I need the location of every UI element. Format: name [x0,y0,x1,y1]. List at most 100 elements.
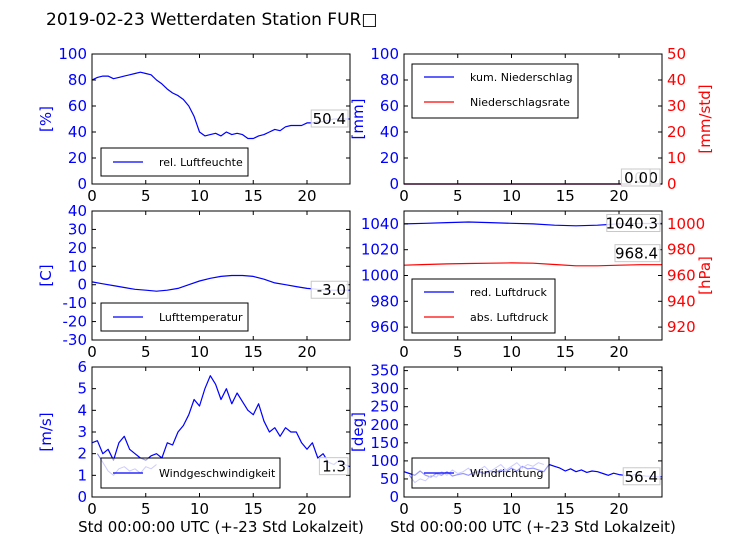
windspeed-xtick-label: 0 [87,500,97,518]
pressure-ytick-label: 1040 [361,215,399,233]
winddirection-ytick-label: 350 [370,362,399,380]
humidity-xtick-label: 10 [190,187,209,205]
winddirection-ytick-label: 100 [370,452,399,470]
temperature-ytick-label: -10 [63,294,88,312]
precipitation-xtick-label: 20 [609,187,628,205]
winddirection-last-value-box [622,467,661,486]
humidity-series-0-line [91,71,350,140]
precipitation-y2-axis-label: [mm/std] [696,84,714,153]
temperature-ytick-label: 10 [68,257,87,275]
winddirection-ytick-label: 50 [380,470,399,488]
humidity-ytick-label: 60 [68,97,87,115]
temperature-ytick-label: -30 [63,331,88,349]
temperature-xtick-label: 20 [297,343,316,361]
page-title: 2019-02-23 Wetterdaten Station FUR□ [46,10,378,30]
precipitation-frame [403,53,663,185]
winddirection-frame [403,366,663,498]
humidity-last-value-box [310,109,349,128]
pressure-y2-axis-label: [hPa] [696,256,714,295]
windspeed-xtick-label: 5 [141,500,151,518]
humidity-ytick-label: 0 [77,175,87,193]
temperature-ytick-label: -20 [63,313,88,331]
temperature-ytick-label: 20 [68,239,87,257]
humidity-ytick-label: 80 [68,71,87,89]
humidity-ytick-label: 20 [68,149,87,167]
precipitation-y2tick-label: 10 [667,149,686,167]
pressure-last-value-2-box [614,244,661,263]
precipitation-last-value-2-box [620,168,651,187]
pressure-xtick-label: 5 [453,343,463,361]
winddirection-ytick-label: 150 [370,434,399,452]
windspeed-ytick-label: 0 [77,488,87,506]
humidity-ytick-label: 40 [68,123,87,141]
precipitation-y2tick-label: 0 [667,175,677,193]
humidity-xtick-label: 0 [87,187,97,205]
windspeed-y-axis-label: [m/s] [37,412,55,451]
precipitation-last-value-2: 0.0 [624,169,648,187]
windspeed-last-value-box [318,457,349,476]
humidity-ytick-label: 100 [58,45,87,63]
precipitation-xtick-label: 10 [502,187,521,205]
winddirection-ytick-label: 300 [370,380,399,398]
pressure-y2tick-label: 1000 [667,215,705,233]
precipitation-ytick-label: 60 [380,97,399,115]
temperature-last-value: -3.0 [317,281,346,299]
winddirection-y-axis-label: [deg] [349,412,367,452]
pressure-y2tick-label: 940 [667,292,696,310]
humidity-y-axis-label: [%] [37,106,55,132]
winddirection-x-axis-label: Std 00:00:00 UTC (+-23 Std Lokalzeit) [390,518,676,536]
windspeed-xtick-label: 20 [297,500,316,518]
humidity-last-value: 50.4 [313,110,346,128]
pressure-legend-label: red. Luftdruck [470,286,547,299]
precipitation-xtick-label: 0 [399,187,409,205]
temperature-ytick-label: 0 [77,276,87,294]
humidity-xtick-label: 15 [244,187,263,205]
temperature-y-axis-label: [C] [37,264,55,286]
winddirection-ytick-label: 250 [370,398,399,416]
pressure-ytick-label: 960 [370,318,399,336]
temperature-xtick-label: 0 [87,343,97,361]
pressure-xtick-label: 15 [556,343,575,361]
pressure-last-value: 1040.3 [606,215,659,233]
pressure-series-1-line [403,262,662,267]
temperature-xtick-label: 5 [141,343,151,361]
pressure-legend [411,278,556,334]
windspeed-ytick-label: 6 [77,358,87,376]
temperature-xtick-label: 15 [244,343,263,361]
temperature-legend-label: Lufttemperatur [159,311,243,324]
precipitation-ytick-label: 20 [380,149,399,167]
pressure-xtick-label: 20 [609,343,628,361]
temperature-ytick-label: 40 [68,202,87,220]
precipitation-xtick-label: 5 [453,187,463,205]
windspeed-ytick-label: 5 [77,380,87,398]
temperature-frame [91,210,351,341]
winddirection-xtick-label: 10 [502,500,521,518]
precipitation-ytick-label: 40 [380,123,399,141]
winddirection-xtick-label: 5 [453,500,463,518]
windspeed-ytick-label: 4 [77,401,87,419]
precipitation-legend-label: kum. Niederschlag [470,71,573,84]
windspeed-xtick-label: 10 [190,500,209,518]
pressure-ytick-label: 980 [370,292,399,310]
pressure-y2tick-label: 960 [667,267,696,285]
windspeed-ytick-label: 1 [77,466,87,484]
temperature-last-value-box [310,280,349,299]
humidity-legend-label: rel. Luftfeuchte [159,156,243,169]
temperature-xtick-label: 10 [190,343,209,361]
winddirection-xtick-label: 15 [556,500,575,518]
precipitation-ytick-label: 80 [380,71,399,89]
precipitation-y2tick-label: 30 [667,97,686,115]
windspeed-series-0-line [91,375,351,468]
precipitation-legend [411,63,579,119]
pressure-ytick-label: 1000 [361,267,399,285]
windspeed-legend-label: Windgeschwindigkeit [159,467,276,480]
winddirection-legend-label: Windrichtung [470,467,543,480]
winddirection-xtick-label: 0 [399,500,409,518]
humidity-xtick-label: 20 [297,187,316,205]
precipitation-legend-label: Niederschlagsrate [470,96,570,109]
windspeed-xtick-label: 15 [244,500,263,518]
windspeed-ytick-label: 2 [77,445,87,463]
precipitation-y2tick-label: 20 [667,123,686,141]
winddirection-ytick-label: 200 [370,416,399,434]
